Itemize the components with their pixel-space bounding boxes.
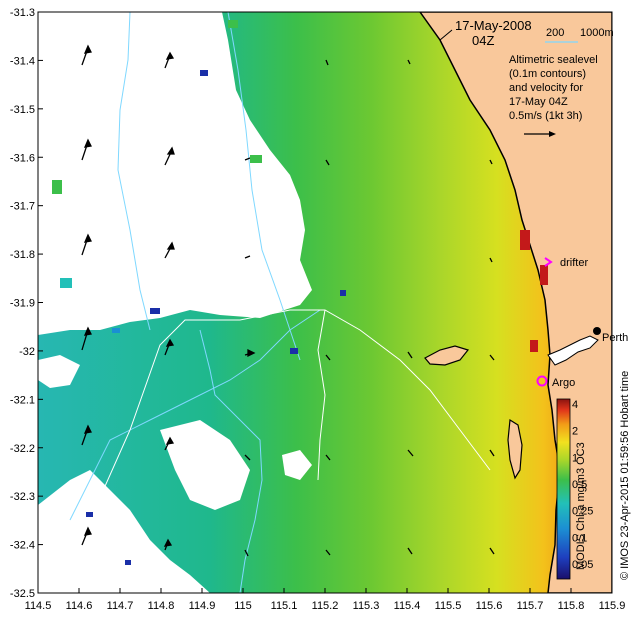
x-tick-label: 115.2 <box>312 600 339 612</box>
colorbar: 4 2 1 0.5 0.25 0.1 0.05 <box>556 398 593 580</box>
sealevel-contour-2 <box>317 309 326 481</box>
x-tick-label: 114.8 <box>148 600 175 612</box>
y-tick-label: -32.2 <box>10 443 35 455</box>
legend-line-5: 0.5m/s (1kt 3h) <box>509 110 582 122</box>
isobath-200-label: 200 <box>546 27 564 39</box>
argo-marker: Argo <box>536 375 575 389</box>
y-tick-label: -31.9 <box>10 298 35 310</box>
isobath-contour-2 <box>227 12 301 361</box>
credit-text: © IMOS 23-Apr-2015 01:59:56 Hobart time <box>619 371 631 580</box>
colorbar-tick-label: 2 <box>572 426 578 438</box>
y-axis: -31.3 -31.4 -31.5 -31.6 -31.7 -31.8 -31.9 -32 -3… <box>10 7 43 600</box>
perth-label: Perth <box>602 332 628 344</box>
y-tick-label: -32 <box>19 346 35 358</box>
colorbar-tick-label: 0.1 <box>572 532 587 544</box>
legend-block: Altimetric sealevel (0.1m contours) and … <box>509 54 598 137</box>
y-tick-label: -31.4 <box>10 55 35 67</box>
garden-island <box>507 418 523 480</box>
legend-line-2: (0.1m contours) <box>509 68 586 80</box>
x-tick-label: 115.9 <box>599 600 626 612</box>
argo-label: Argo <box>552 377 575 389</box>
colorbar-title: MODIS Chl-a mg/m3 OC3 <box>575 442 587 570</box>
sealevel-contour-1 <box>89 309 491 521</box>
x-tick-label: 115.1 <box>271 600 298 612</box>
x-tick-label: 115 <box>234 600 252 612</box>
legend-line-3: and velocity for <box>509 82 583 94</box>
legend-line-1: Altimetric sealevel <box>509 54 598 66</box>
x-tick-label: 114.7 <box>107 600 134 612</box>
x-tick-label: 115.3 <box>353 600 380 612</box>
x-tick-label: 115.7 <box>517 600 544 612</box>
isobath-contour-4 <box>199 329 263 593</box>
y-tick-label: -31.6 <box>10 152 35 164</box>
swan-river <box>547 335 599 366</box>
x-axis: 114.5 114.6 114.7 114.8 114.9 115 115.1 115.2 11… <box>25 588 626 612</box>
y-tick-label: -31.7 <box>10 201 35 213</box>
colorbar-tick-label: 4 <box>572 399 578 411</box>
cloud-mask-west-inlet <box>38 355 80 388</box>
x-tick-label: 115.5 <box>435 600 462 612</box>
cloud-mask-south <box>160 420 250 510</box>
cloud-mask-northwest <box>38 12 312 335</box>
x-tick-label: 114.9 <box>189 600 216 612</box>
x-tick-label: 114.6 <box>66 600 93 612</box>
date-annotation: 17-May-2008 04Z <box>439 18 532 48</box>
x-tick-label: 115.8 <box>558 600 585 612</box>
y-tick-label: -31.8 <box>10 249 35 261</box>
drifter-marker: drifter <box>544 257 588 269</box>
colorbar-tick-label: 0.5 <box>572 479 587 491</box>
x-tick-label: 115.6 <box>476 600 503 612</box>
y-tick-label: -32.3 <box>10 491 35 503</box>
x-tick-label: 114.5 <box>25 600 52 612</box>
cloud-mask-small <box>282 450 312 480</box>
isobath-contour-1 <box>117 12 151 331</box>
legend-line-4: 17-May 04Z <box>509 96 568 108</box>
perth-marker: Perth <box>593 327 628 344</box>
colorbar-tick-label: 1 <box>572 452 578 464</box>
isobath-1000-label: 1000m <box>580 27 614 39</box>
cloud-mask-southwest <box>38 470 210 593</box>
x-tick-label: 115.4 <box>394 600 421 612</box>
y-tick-label: -32.5 <box>10 588 35 600</box>
y-tick-label: -31.3 <box>10 7 35 19</box>
y-tick-label: -32.1 <box>10 394 35 406</box>
isobath-contour-3 <box>69 309 321 521</box>
y-tick-label: -31.5 <box>10 104 35 116</box>
date-label: 17-May-2008 <box>455 18 532 33</box>
isobath-legend: 200 1000m <box>545 27 614 43</box>
time-label: 04Z <box>472 33 494 48</box>
y-tick-label: -32.4 <box>10 540 35 552</box>
colorbar-tick-label: 0.05 <box>572 559 593 571</box>
data-noise <box>52 20 548 565</box>
rottnest-island <box>424 345 470 366</box>
colorbar-tick-label: 0.25 <box>572 506 593 518</box>
colorbar-gradient <box>556 398 571 580</box>
drifter-label: drifter <box>560 257 588 269</box>
velocity-arrows <box>81 44 495 557</box>
